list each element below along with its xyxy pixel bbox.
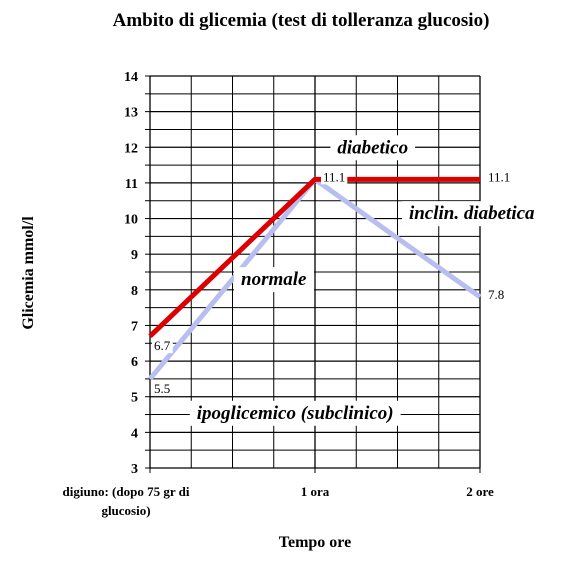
data-label: 11.1 xyxy=(323,169,345,184)
region-labels: diabetico inclin. diabetica normale ipoglic… xyxy=(189,135,543,426)
x-tick-label: 2 ore xyxy=(466,484,494,499)
chart-title: Ambito di glicemia (test di tolleranza g… xyxy=(113,10,490,31)
region-label-background xyxy=(401,201,543,227)
data-label: 5.5 xyxy=(154,381,170,396)
region-label: diabetico xyxy=(337,137,408,158)
x-axis-label: Tempo ore xyxy=(279,534,351,551)
x-tick-label: digiuno: (dopo 75 gr di xyxy=(63,484,190,499)
y-tick-label: 13 xyxy=(124,106,138,121)
y-tick-label: 6 xyxy=(131,355,138,370)
x-tick-labels: digiuno: (dopo 75 gr di glucosio) 1 ora 2 o… xyxy=(63,484,494,518)
y-tick-label: 3 xyxy=(131,462,138,477)
y-tick-label: 4 xyxy=(131,426,138,441)
region-label-background xyxy=(330,135,416,161)
y-axis-label: Glicemia mmol/l xyxy=(20,216,37,330)
y-tick-label: 9 xyxy=(131,248,138,263)
data-label-background xyxy=(152,338,173,354)
y-tick-label: 8 xyxy=(131,284,138,299)
data-label-background xyxy=(486,169,513,185)
data-label: 11.1 xyxy=(488,169,510,184)
y-tick-label: 12 xyxy=(124,141,138,156)
series-line xyxy=(148,176,480,338)
y-tick-label: 10 xyxy=(124,213,138,228)
x-tick-label: glucosio) xyxy=(101,503,150,518)
data-label: 6.7 xyxy=(154,338,171,353)
data-label: 7.8 xyxy=(488,287,504,302)
series-lines xyxy=(148,176,482,381)
data-label-background xyxy=(152,380,173,396)
y-tick-labels: 3 4 5 6 7 8 9 10 11 12 13 14 xyxy=(124,70,138,477)
x-tick-label: 1 ora xyxy=(301,484,330,499)
y-tick-label: 11 xyxy=(125,177,138,192)
region-label: normale xyxy=(241,269,307,290)
data-label-background xyxy=(321,169,348,185)
data-label-background xyxy=(486,286,507,302)
y-tick-label: 14 xyxy=(124,70,138,85)
region-label-background xyxy=(234,267,315,293)
region-label: inclin. diabetica xyxy=(409,203,535,224)
region-label: ipoglicemico (subclinico) xyxy=(197,403,394,424)
y-tick-label: 5 xyxy=(131,391,138,406)
y-tick-label: 7 xyxy=(131,319,138,334)
region-label-background xyxy=(189,400,401,426)
data-labels: 6.7 11.1 11.1 5.5 7.8 xyxy=(152,169,513,396)
